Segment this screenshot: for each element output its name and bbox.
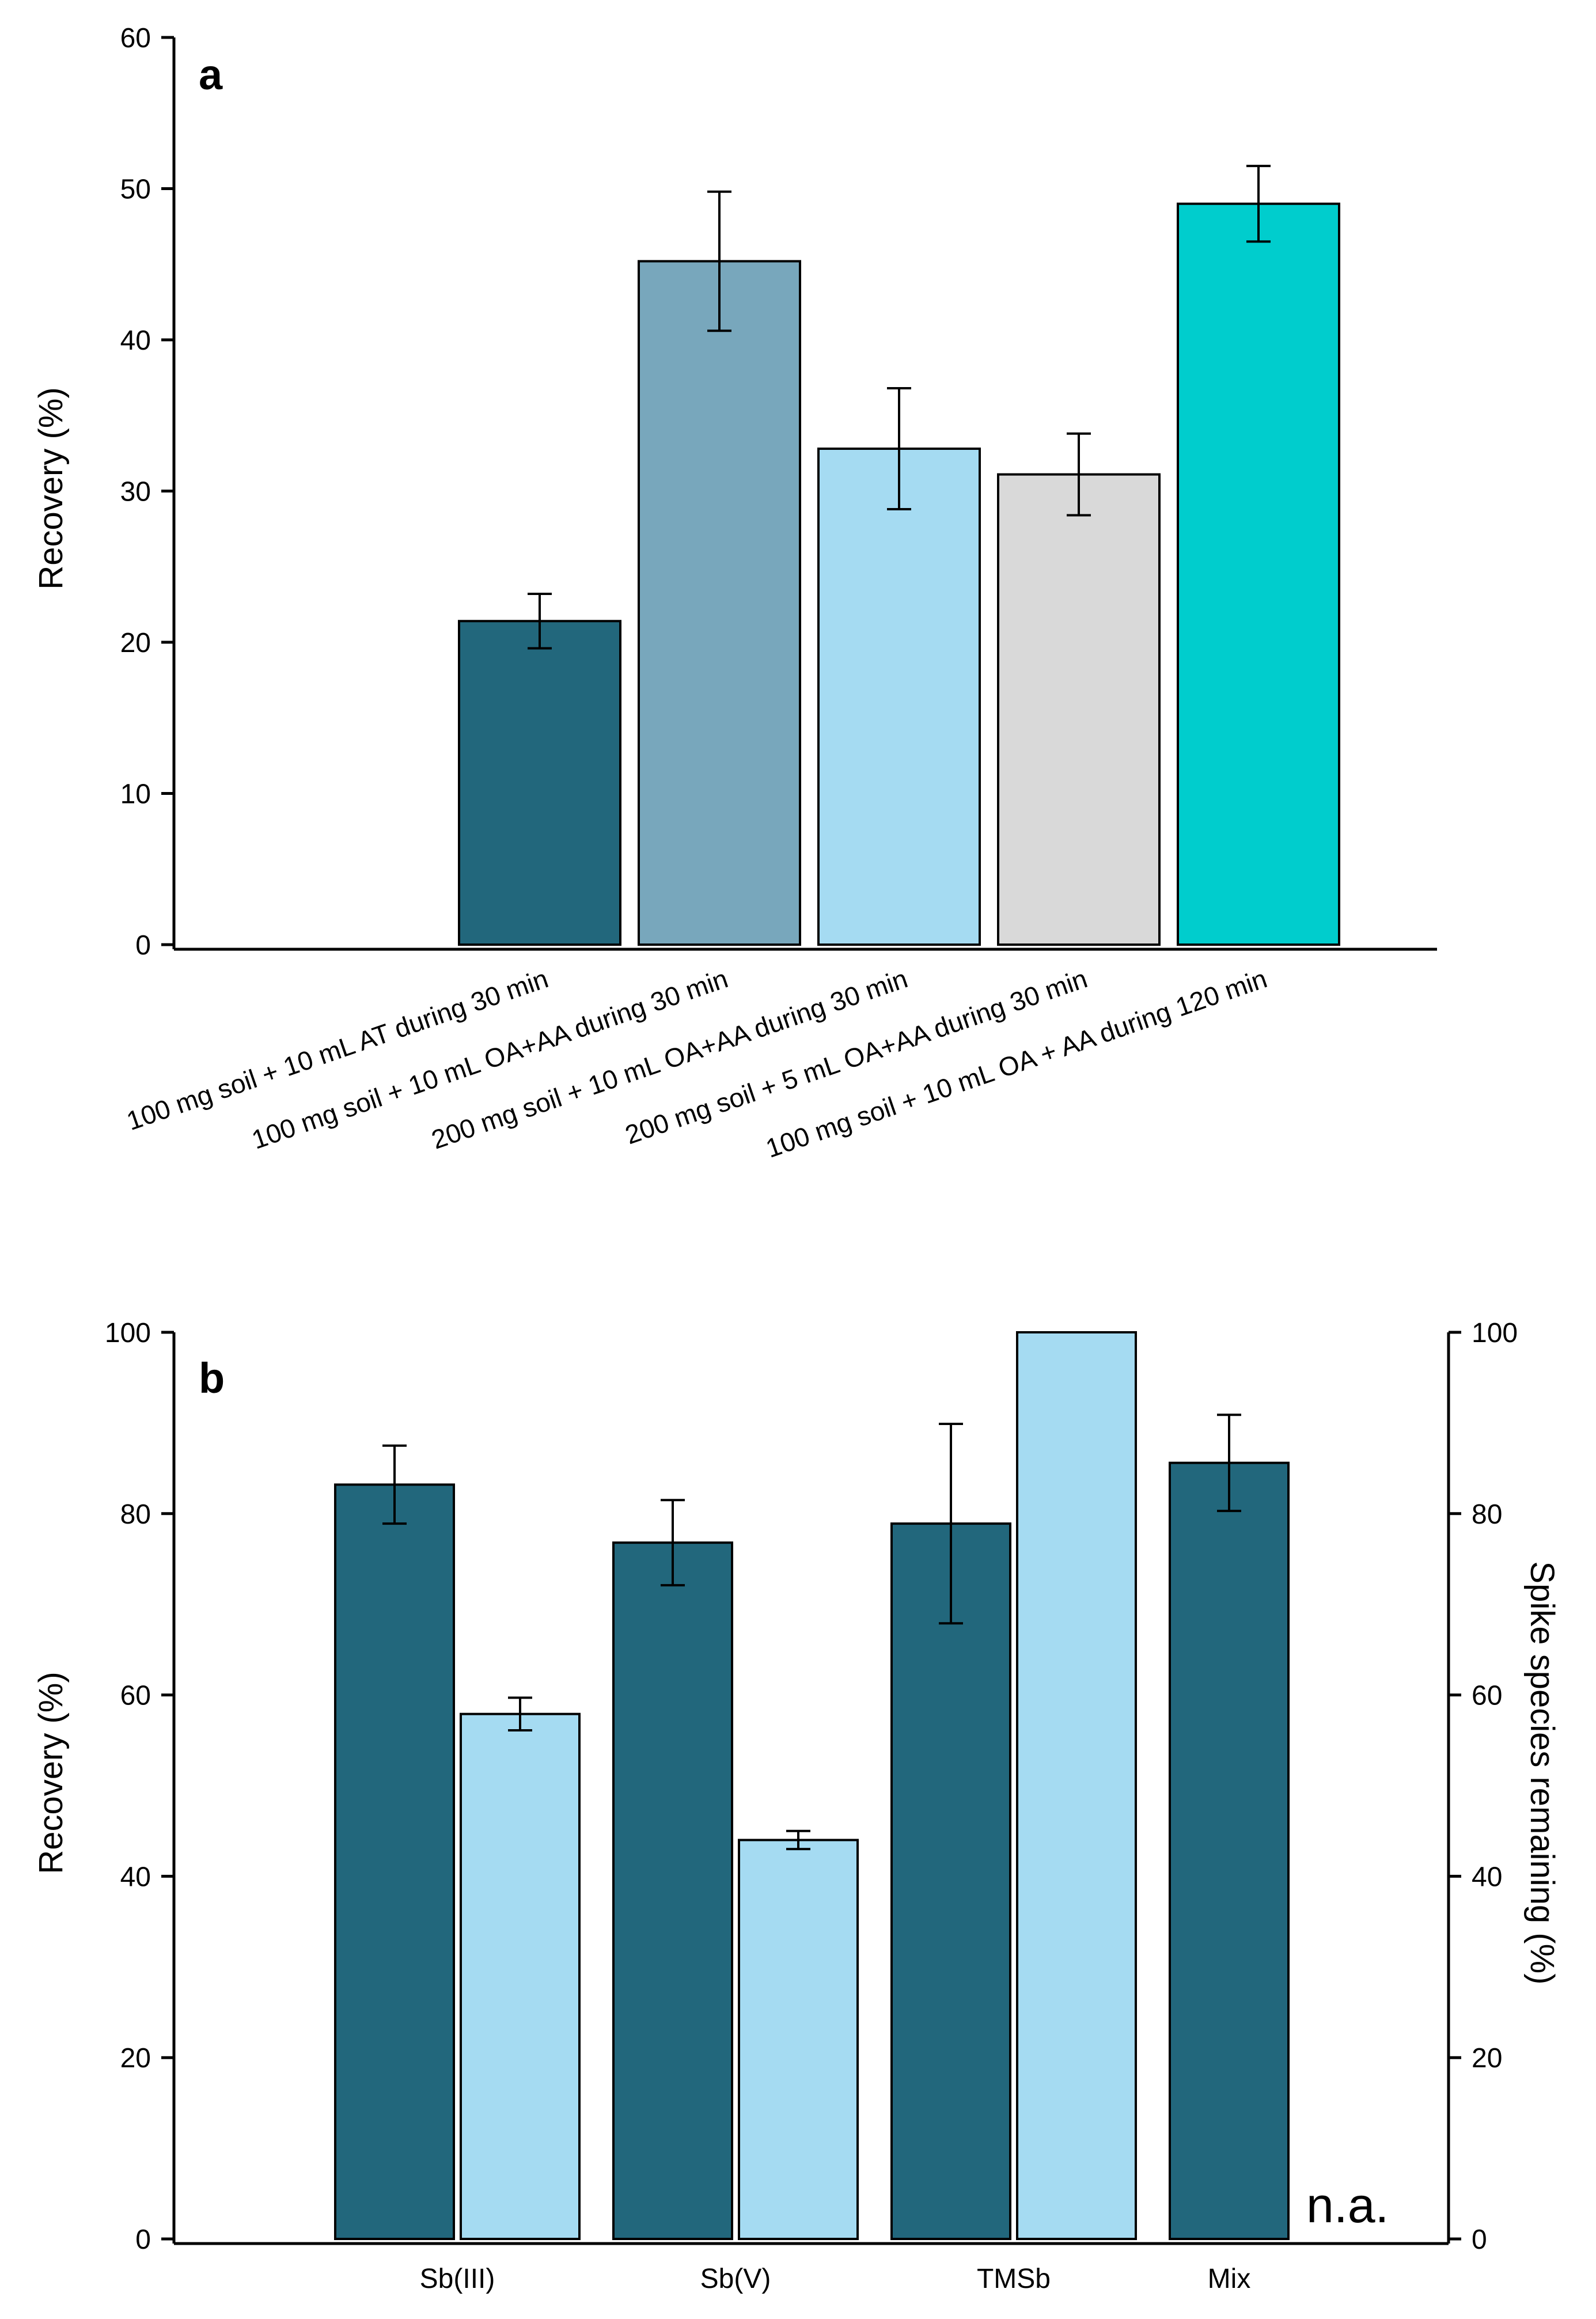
panel-a-bar (638, 260, 801, 946)
panel-b-recovery-bar (890, 1522, 1011, 2240)
panel-b-y-tick-label: 60 (120, 1681, 151, 1711)
panel-a-y-tick-label: 10 (120, 779, 151, 810)
panel-b-spike-remaining-bar (460, 1712, 581, 2241)
panel-b-na-annotation: n.a. (1306, 2178, 1389, 2233)
panel-a-axes: 0 10 20 30 40 50 60 (120, 23, 1437, 961)
panel-b-axes: 0 0 20 20 40 40 60 60 80 80 100 100 (105, 1318, 1518, 2255)
panel-b-recovery-bar (612, 1541, 733, 2240)
panel-b-category-label: Sb(III) (420, 2264, 495, 2294)
panel-b-y2-tick-label: 80 (1472, 1499, 1502, 1530)
panel-b-y2-tick-label: 20 (1472, 2043, 1502, 2074)
panel-b-category-label: Mix (1208, 2264, 1251, 2294)
panel-a-bars (458, 165, 1340, 946)
panel-b-y-tick-label: 20 (120, 2043, 151, 2074)
panel-b-spike-remaining-bar (738, 1839, 859, 2240)
panel-b-category-label: Sb(V) (700, 2264, 771, 2294)
panel-b-y-tick-label: 0 (135, 2225, 151, 2255)
panel-b-y2-tick-label: 100 (1472, 1318, 1518, 1348)
panel-b-category-label: TMSb (977, 2264, 1051, 2294)
panel-a-y-tick-label: 40 (120, 325, 151, 356)
panel-b-y2-tick-label: 40 (1472, 1862, 1502, 1892)
panel-a-letter: a (199, 51, 223, 98)
panel-b-y-tick-label: 40 (120, 1862, 151, 1892)
panel-a-y-tick-label: 20 (120, 628, 151, 658)
panel-b-recovery-chart: b Recovery (%) Spike species remaining (… (32, 1318, 1561, 2294)
panel-a-y-tick-label: 60 (120, 23, 151, 54)
panel-b-y2-tick-label: 60 (1472, 1681, 1502, 1711)
panel-b-bars (334, 1331, 1290, 2241)
panel-b-recovery-bar (1169, 1461, 1290, 2240)
panel-a-recovery-chart: a Recovery (%) 0 10 20 30 40 50 60 100 mg soil… (32, 23, 1437, 1164)
panel-a-bar (1177, 202, 1340, 946)
panel-a-y-tick-label: 0 (135, 930, 151, 961)
panel-b-y-tick-label: 80 (120, 1499, 151, 1530)
panel-b-category-labels: Sb(III) Sb(V) TMSb Mix (420, 2264, 1251, 2294)
panel-b-y-axis-title: Recovery (%) (32, 1672, 70, 1874)
panel-a-y-tick-label: 50 (120, 175, 151, 205)
panel-a-bar (458, 620, 621, 946)
panel-a-category-labels: 100 mg soil + 10 mL AT during 30 min100 … (123, 963, 1271, 1163)
panel-b-y2-tick-label: 0 (1472, 2225, 1487, 2255)
panel-a-y-axis-title: Recovery (%) (32, 387, 70, 589)
panel-b-recovery-bar (334, 1483, 455, 2240)
panel-a-bar (817, 448, 981, 946)
panel-b-y-tick-label: 100 (105, 1318, 151, 1348)
panel-b-spike-remaining-bar (1016, 1331, 1137, 2240)
panel-a-y-tick-label: 30 (120, 477, 151, 507)
panel-a-bar (997, 473, 1161, 946)
panel-b-y2-axis-title: Spike species remaining (%) (1523, 1562, 1561, 1985)
panel-b-letter: b (199, 1354, 225, 1402)
